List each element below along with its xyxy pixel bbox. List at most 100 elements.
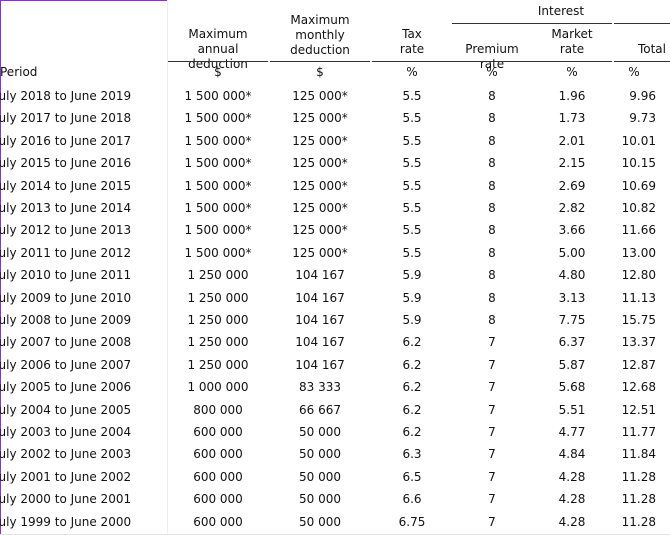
column-separator: [167, 0, 168, 535]
premium-rate-cell: 7: [488, 515, 496, 529]
annual-header-line-2: deduction: [188, 57, 248, 71]
unit-tax: %: [406, 65, 418, 79]
tax-rate-cell: 5.5: [402, 89, 422, 103]
market-rate-cell: 4.28: [558, 492, 586, 506]
market-rate-cell: 4.28: [558, 470, 586, 484]
tax-rate-cell: 5.5: [402, 179, 422, 193]
annual-deduction-cell: 600 000: [193, 447, 243, 461]
interest-group-header: Interest: [452, 4, 670, 19]
premium-rate-cell: 8: [488, 111, 496, 125]
market-rate-cell: 5.51: [558, 403, 586, 417]
header-rule-tax: [372, 61, 452, 62]
annual-deduction-cell: 1 500 000*: [184, 246, 252, 260]
monthly-deduction-cell: 83 333: [299, 380, 341, 394]
total-rate-cell: 10.15: [621, 156, 656, 170]
annual-header-line-1: Maximum annual: [188, 27, 248, 56]
total-rate-cell: 11.66: [621, 223, 656, 237]
total-rate-cell: 11.13: [621, 291, 656, 305]
premium-rate-cell: 8: [488, 223, 496, 237]
annual-deduction-cell: 600 000: [193, 492, 243, 506]
monthly-deduction-cell: 50 000: [299, 425, 341, 439]
period-cell: July 2007 to June 2008: [0, 335, 132, 349]
tax-rate-cell: 6.2: [402, 403, 422, 417]
premium-rate-cell: 8: [488, 268, 496, 282]
monthly-header-line-1: Maximum: [290, 13, 350, 27]
annual-deduction-cell: 1 250 000: [187, 268, 249, 282]
tax-rate-cell: 6.3: [402, 447, 422, 461]
period-cell: July 1999 to June 2000: [0, 515, 132, 529]
period-cell: July 2001 to June 2002: [0, 470, 132, 484]
total-header-label: Total: [637, 42, 666, 56]
interest-group-rule-total: [614, 23, 670, 24]
premium-rate-cell: 7: [488, 358, 496, 372]
total-header: Total: [612, 42, 666, 57]
monthly-deduction-cell: 104 167: [295, 313, 345, 327]
monthly-deduction-cell: 125 000*: [292, 201, 348, 215]
unit-monthly: $: [316, 65, 324, 79]
monthly-deduction-cell: 50 000: [299, 470, 341, 484]
header-rule-annual: [168, 61, 268, 62]
premium-rate-cell: 8: [488, 89, 496, 103]
tax-rate-cell: 5.5: [402, 156, 422, 170]
total-rate-cell: 9.96: [629, 89, 656, 103]
premium-rate-cell: 7: [488, 447, 496, 461]
unit-annual: $: [214, 65, 222, 79]
premium-rate-cell: 7: [488, 335, 496, 349]
total-rate-cell: 12.68: [621, 380, 656, 394]
monthly-deduction-header: Maximum monthly deduction: [270, 13, 370, 58]
period-cell: July 2009 to June 2010: [0, 291, 132, 305]
total-rate-cell: 11.77: [621, 425, 656, 439]
tax-rate-cell: 6.2: [402, 425, 422, 439]
premium-rate-cell: 7: [488, 380, 496, 394]
market-rate-header: Market rate: [532, 27, 612, 57]
market-rate-cell: 4.80: [558, 268, 586, 282]
monthly-deduction-cell: 125 000*: [292, 223, 348, 237]
tax-rate-cell: 5.9: [402, 313, 422, 327]
period-cell: July 2015 to June 2016: [0, 156, 132, 170]
top-border: [0, 0, 168, 1]
tax-rate-cell: 6.75: [398, 515, 426, 529]
period-cell: July 2006 to June 2007: [0, 358, 132, 372]
unit-total: %: [628, 65, 640, 79]
monthly-deduction-cell: 104 167: [295, 291, 345, 305]
premium-rate-cell: 8: [488, 201, 496, 215]
total-rate-cell: 13.37: [621, 335, 656, 349]
total-rate-cell: 11.28: [621, 492, 656, 506]
monthly-deduction-cell: 66 667: [299, 403, 341, 417]
annual-deduction-cell: 1 000 000: [187, 380, 249, 394]
tax-rate-cell: 6.5: [402, 470, 422, 484]
interest-group-label: Interest: [537, 4, 585, 18]
period-cell: July 2004 to June 2005: [0, 403, 132, 417]
monthly-deduction-cell: 125 000*: [292, 246, 348, 260]
unit-period: Period: [0, 65, 38, 79]
tax-rate-cell: 5.5: [402, 201, 422, 215]
premium-rate-cell: 8: [488, 246, 496, 260]
premium-rate-cell: 8: [488, 156, 496, 170]
premium-rate-cell: 8: [488, 291, 496, 305]
premium-rate-cell: 8: [488, 134, 496, 148]
monthly-deduction-cell: 104 167: [295, 268, 345, 282]
premium-rate-cell: 7: [488, 403, 496, 417]
annual-deduction-cell: 1 500 000*: [184, 156, 252, 170]
market-rate-cell: 3.13: [558, 291, 586, 305]
market-rate-cell: 5.87: [558, 358, 586, 372]
period-cell: July 2016 to June 2017: [0, 134, 132, 148]
premium-rate-cell: 7: [488, 470, 496, 484]
header-rule-market: [532, 61, 612, 62]
tax-rate-cell: 5.5: [402, 223, 422, 237]
tax-rate-cell: 6.2: [402, 335, 422, 349]
total-rate-cell: 10.69: [621, 179, 656, 193]
market-rate-cell: 2.82: [558, 201, 586, 215]
unit-market: %: [566, 65, 578, 79]
premium-rate-cell: 8: [488, 179, 496, 193]
total-rate-cell: 10.82: [621, 201, 656, 215]
total-rate-cell: 12.87: [621, 358, 656, 372]
premium-rate-cell: 8: [488, 313, 496, 327]
period-cell: July 2010 to June 2011: [0, 268, 132, 282]
annual-deduction-header: Maximum annual deduction: [168, 27, 268, 72]
annual-deduction-cell: 1 500 000*: [184, 179, 252, 193]
period-cell: July 2003 to June 2004: [0, 425, 132, 439]
period-cell: July 2017 to June 2018: [0, 111, 132, 125]
period-cell: July 2013 to June 2014: [0, 201, 132, 215]
tax-rate-cell: 6.2: [402, 358, 422, 372]
